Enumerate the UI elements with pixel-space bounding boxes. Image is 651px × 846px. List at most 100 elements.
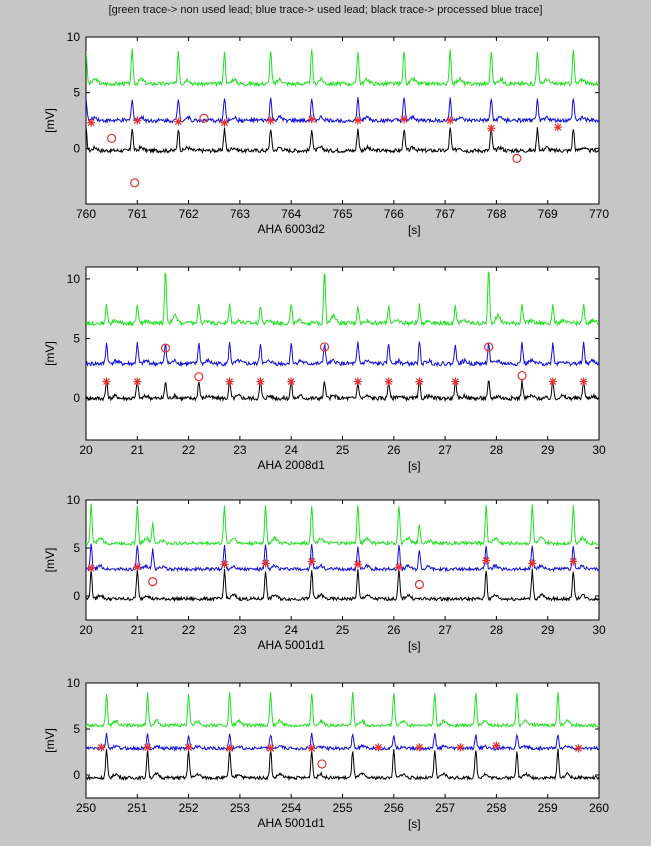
y-tick-label: 10 (67, 272, 81, 286)
x-tick-label: 21 (131, 443, 145, 457)
star-marker (579, 377, 588, 386)
star-marker (353, 377, 362, 386)
circle-marker (319, 342, 330, 352)
chart-panel-1: 760 761 762 763 764 765 766 767 768 769 770 0 5 10 AHA… (43, 30, 609, 237)
plot-traces (86, 503, 599, 603)
star-marker (256, 377, 265, 386)
star-marker (133, 563, 142, 572)
x-axis-unit: [s] (408, 817, 421, 831)
plot-area (85, 266, 600, 441)
star-marker (87, 564, 96, 573)
star-marker (482, 556, 491, 565)
trace-blue (86, 341, 599, 368)
x-tick-label: 258 (486, 801, 506, 815)
plot-area (85, 499, 600, 621)
star-marker (307, 115, 316, 124)
star-marker (307, 557, 316, 566)
chart-panel-4: 250 251 252 253 254 255 256 257 258 259 260 0 5 10 AHA… (43, 676, 609, 831)
trace-black (86, 748, 599, 782)
x-tick-label: 24 (285, 443, 299, 457)
x-tick-label: 29 (541, 623, 555, 637)
x-tick-label: 27 (438, 623, 452, 637)
star-marker (184, 743, 193, 752)
star-marker (133, 377, 142, 386)
x-tick-label: 26 (387, 443, 401, 457)
x-axis-label: AHA 2008d1 (258, 458, 326, 472)
x-tick-label: 760 (76, 207, 96, 221)
star-marker (548, 377, 557, 386)
circle-marker (484, 342, 494, 352)
x-tick-label: 769 (538, 207, 558, 221)
x-tick-label: 259 (538, 801, 558, 815)
y-tick-label: 5 (73, 332, 80, 346)
x-tick-label: 22 (182, 443, 196, 457)
circle-marker (148, 576, 158, 587)
trace-green (86, 691, 599, 729)
circle-marker (517, 370, 527, 381)
y-tick-label: 10 (67, 493, 81, 507)
x-tick-label: 763 (230, 207, 250, 221)
y-tick-label: 10 (67, 676, 81, 690)
y-tick-label: 0 (73, 141, 80, 155)
circle-marker (130, 178, 140, 188)
x-tick-label: 23 (233, 623, 247, 637)
x-tick-label: 766 (384, 207, 404, 221)
star-marker (374, 743, 383, 752)
plot-traces (86, 691, 599, 782)
y-tick-label: 0 (73, 768, 80, 782)
x-tick-label: 770 (589, 207, 609, 221)
x-tick-label: 767 (435, 207, 455, 221)
trace-black (86, 568, 599, 603)
chart-panel-3: 20 21 22 23 24 25 26 27 28 29 30 0 5 10 AHA 5001d1 [s] [… (43, 493, 606, 653)
x-tick-label: 29 (541, 443, 555, 457)
x-tick-label: 25 (336, 443, 350, 457)
x-tick-label: 768 (486, 207, 506, 221)
plot-traces (86, 48, 599, 188)
x-tick-label: 28 (490, 623, 504, 637)
x-tick-label: 24 (285, 623, 299, 637)
y-tick-label: 0 (73, 391, 80, 405)
y-axis-label: [mV] (43, 728, 57, 753)
x-tick-label: 23 (233, 443, 247, 457)
x-tick-label: 21 (131, 623, 145, 637)
star-marker (220, 118, 229, 127)
y-axis-label: [mV] (43, 548, 57, 573)
x-tick-label: 260 (589, 801, 609, 815)
circle-marker (512, 153, 522, 163)
x-tick-label: 254 (281, 801, 301, 815)
x-tick-label: 30 (592, 443, 606, 457)
x-tick-label: 250 (76, 801, 96, 815)
star-marker (220, 560, 229, 569)
x-tick-label: 256 (384, 801, 404, 815)
y-axis-label: [mV] (43, 341, 57, 366)
star-marker (266, 744, 275, 753)
x-axis-unit: [s] (408, 459, 421, 473)
trace-green (86, 48, 599, 88)
figure-header: [green trace-> non used lead; blue trace… (108, 4, 543, 16)
y-tick-label: 5 (73, 541, 80, 555)
star-marker (553, 123, 562, 132)
plot-traces (86, 271, 599, 403)
trace-black (86, 126, 599, 155)
x-tick-label: 22 (182, 623, 196, 637)
star-marker (569, 557, 578, 566)
star-marker (102, 377, 111, 386)
y-axis-label: [mV] (43, 108, 57, 133)
star-marker (287, 377, 296, 386)
x-axis-label: AHA 5001d1 (258, 638, 326, 652)
star-marker (266, 116, 275, 125)
x-tick-label: 764 (281, 207, 301, 221)
x-tick-label: 255 (332, 801, 352, 815)
x-tick-label: 252 (179, 801, 199, 815)
x-tick-label: 251 (127, 801, 147, 815)
x-tick-label: 762 (179, 207, 199, 221)
star-marker (492, 741, 501, 750)
x-axis-unit: [s] (408, 223, 421, 237)
star-marker (384, 377, 393, 386)
star-marker (307, 744, 316, 753)
y-tick-label: 5 (73, 86, 80, 100)
star-marker (261, 559, 270, 568)
x-tick-label: 253 (230, 801, 250, 815)
